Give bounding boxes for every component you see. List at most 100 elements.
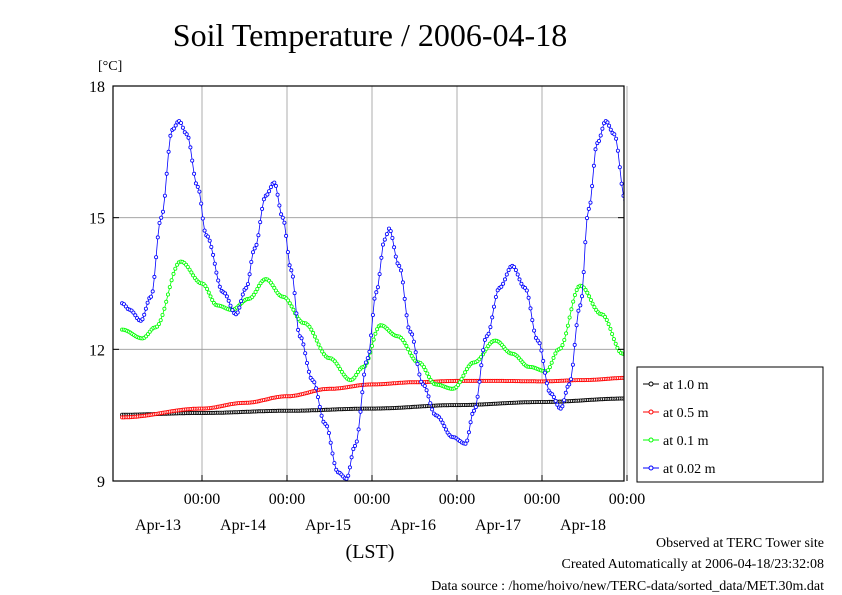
- data-point: [193, 181, 198, 186]
- data-point: [311, 330, 316, 335]
- series-line: [122, 261, 624, 390]
- data-point: [265, 192, 270, 197]
- data-point: [317, 404, 322, 409]
- data-point: [142, 312, 147, 317]
- data-point: [250, 250, 255, 255]
- data-point: [570, 362, 575, 367]
- data-point: [356, 427, 361, 432]
- data-point: [428, 401, 433, 406]
- data-point: [615, 345, 620, 350]
- data-point: [695, 199, 698, 202]
- y-tick-label: 12: [89, 342, 105, 359]
- data-point: [191, 273, 196, 278]
- data-point: [235, 310, 240, 315]
- data-point: [291, 307, 296, 312]
- data-point: [363, 360, 368, 365]
- data-point: [604, 317, 609, 322]
- data-point: [349, 455, 354, 460]
- data-point: [289, 304, 294, 309]
- data-point: [633, 397, 636, 400]
- data-point: [251, 292, 256, 297]
- data-point: [185, 264, 190, 269]
- data-point: [370, 312, 375, 317]
- data-point: [740, 278, 743, 281]
- data-point: [354, 439, 359, 444]
- data-point: [424, 388, 429, 393]
- data-point: [645, 361, 648, 364]
- data-point: [230, 308, 235, 313]
- data-point: [524, 288, 529, 293]
- data-point: [426, 374, 431, 379]
- data-point: [249, 259, 254, 264]
- data-point: [547, 365, 552, 370]
- y-tick-label: 15: [89, 211, 105, 228]
- data-point: [315, 395, 320, 400]
- data-point: [493, 294, 498, 299]
- data-point: [576, 308, 581, 313]
- data-point: [656, 337, 659, 340]
- series-layer: [120, 119, 743, 481]
- data-point: [593, 147, 598, 152]
- data-point: [610, 331, 615, 336]
- data-point: [216, 278, 221, 283]
- data-point: [362, 372, 367, 377]
- data-point: [202, 228, 207, 233]
- data-point: [711, 121, 714, 124]
- data-point: [528, 306, 533, 311]
- legend-item: at 0.5 m: [643, 406, 709, 421]
- data-point: [533, 335, 538, 340]
- data-point: [541, 358, 546, 363]
- data-point: [375, 285, 380, 290]
- data-point: [720, 153, 723, 156]
- data-point: [369, 343, 374, 348]
- data-point: [700, 276, 703, 279]
- data-point: [543, 370, 548, 375]
- data-point: [526, 295, 531, 300]
- data-point: [546, 388, 551, 393]
- data-point: [423, 368, 428, 373]
- data-point: [397, 263, 402, 268]
- data-point: [479, 363, 484, 368]
- data-point: [590, 184, 595, 189]
- data-point: [307, 324, 312, 329]
- data-point: [631, 397, 634, 400]
- footer-observed: Observed at TERC Tower site: [655, 536, 824, 551]
- data-point: [425, 371, 430, 376]
- data-point: [465, 438, 470, 443]
- data-point: [504, 272, 509, 277]
- data-point: [587, 294, 592, 299]
- data-point: [486, 331, 491, 336]
- data-point: [629, 376, 632, 379]
- data-point: [296, 327, 301, 332]
- data-point: [705, 130, 708, 133]
- data-point: [629, 397, 632, 400]
- data-point: [633, 366, 636, 369]
- data-point: [665, 328, 668, 331]
- x-tick-time: 00:00: [609, 491, 645, 508]
- data-point: [159, 215, 164, 220]
- x-tick-date: Apr-16: [390, 517, 436, 534]
- data-point: [180, 125, 185, 130]
- data-point: [705, 284, 708, 287]
- data-point: [188, 145, 193, 150]
- data-point: [336, 364, 341, 369]
- data-point: [224, 294, 229, 299]
- data-point: [546, 368, 551, 373]
- data-point: [402, 340, 407, 345]
- data-point: [392, 245, 397, 250]
- grid-lines: [113, 86, 628, 481]
- data-point: [639, 312, 642, 315]
- data-point: [143, 306, 148, 311]
- data-point: [256, 233, 261, 238]
- data-point: [398, 268, 403, 273]
- legend-marker: [648, 465, 654, 471]
- data-point: [585, 216, 590, 221]
- data-point: [200, 216, 205, 221]
- data-point: [592, 305, 597, 310]
- legend-marker: [648, 409, 654, 415]
- data-point: [379, 255, 384, 260]
- legend-label: at 1.0 m: [663, 378, 709, 393]
- data-point: [373, 331, 378, 336]
- data-point: [351, 446, 356, 451]
- data-point: [210, 297, 215, 302]
